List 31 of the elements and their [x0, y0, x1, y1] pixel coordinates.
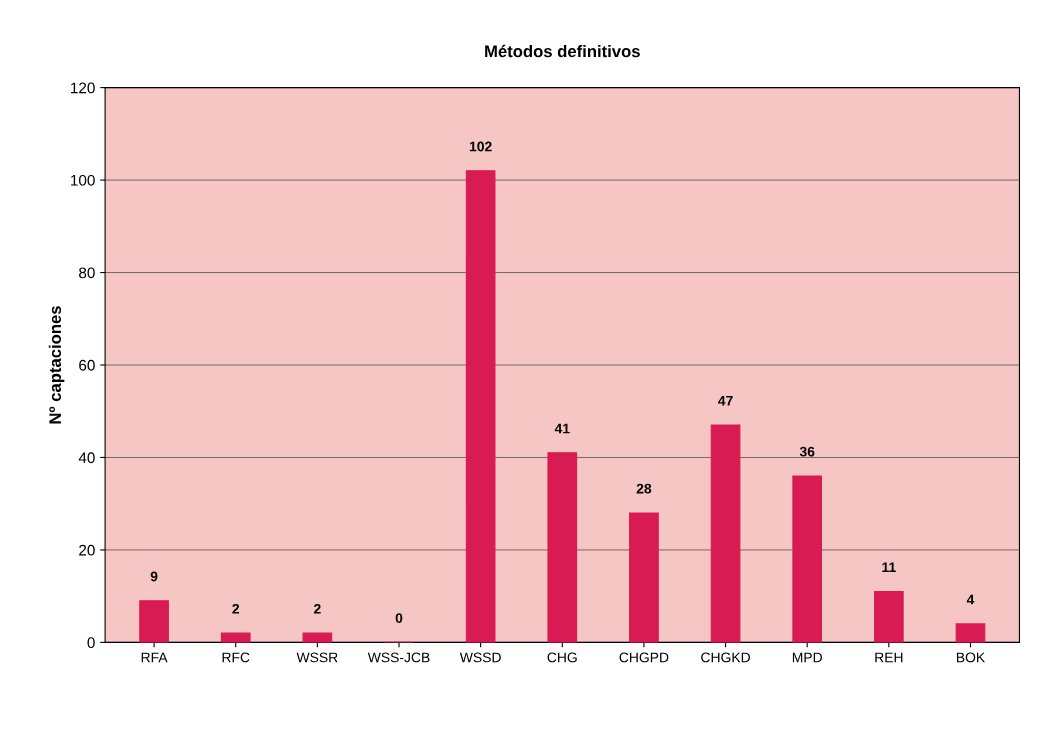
y-tick-label: 60: [79, 359, 95, 371]
y-tick-label: 100: [71, 174, 95, 186]
x-tick-label: BOK: [956, 652, 985, 663]
data-label: 47: [718, 396, 733, 406]
y-tick-label: 80: [79, 267, 95, 279]
chart-title: Métodos definitivos: [485, 44, 640, 58]
data-label: 102: [469, 141, 492, 152]
x-tick-label: REH: [875, 652, 903, 663]
data-label: 4: [966, 594, 975, 605]
data-label: 41: [554, 423, 570, 434]
y-tick-label: 0: [87, 637, 95, 649]
data-label: 0: [395, 613, 403, 623]
x-tick-label: WSS-JCB: [367, 652, 430, 663]
data-label: 28: [636, 483, 652, 494]
y-tick-label: 40: [78, 452, 95, 464]
x-tick-label: WSSR: [296, 652, 338, 663]
y-axis-title: Nº captaciones: [48, 306, 65, 424]
data-label: 36: [799, 446, 815, 457]
y-tick-label: 120: [71, 82, 95, 94]
x-tick-label: CHGPD: [619, 652, 669, 663]
x-tick-label: RFA: [141, 652, 168, 663]
data-label: 11: [882, 562, 896, 572]
x-tick-label: MPD: [792, 652, 822, 663]
x-tick-label: RFC: [222, 652, 250, 663]
data-label: 9: [150, 571, 158, 582]
data-label: 2: [232, 603, 240, 614]
y-tick-label: 20: [79, 544, 95, 556]
data-label: 2: [313, 603, 321, 614]
x-tick-label: WSSD: [459, 652, 501, 663]
x-tick-label: CHG: [547, 652, 577, 663]
x-tick-label: CHGKD: [701, 652, 750, 663]
